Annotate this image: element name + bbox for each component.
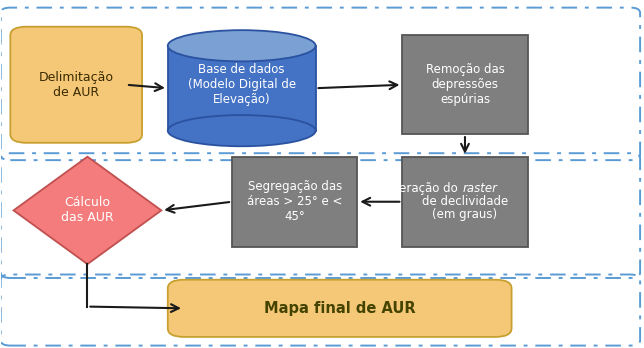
Ellipse shape	[168, 115, 316, 146]
Text: Base de dados
(Modelo Digital de
Elevação): Base de dados (Modelo Digital de Elevaçã…	[187, 63, 296, 106]
FancyBboxPatch shape	[168, 280, 511, 337]
Text: Remoção das
depressões
espúrias: Remoção das depressões espúrias	[426, 63, 504, 106]
Text: Mapa final de AUR: Mapa final de AUR	[264, 301, 415, 316]
Text: Delimitação
de AUR: Delimitação de AUR	[39, 71, 114, 99]
Polygon shape	[14, 157, 162, 264]
Bar	[232, 157, 357, 247]
Ellipse shape	[168, 30, 316, 61]
Text: raster: raster	[462, 182, 497, 195]
Text: Segregação das
áreas > 25° e <
45°: Segregação das áreas > 25° e < 45°	[247, 180, 343, 223]
Text: de declividade: de declividade	[422, 195, 508, 208]
Text: Geração do: Geração do	[390, 182, 462, 195]
Text: Geração do raster: Geração do raster	[412, 182, 518, 195]
Text: (em graus): (em graus)	[432, 208, 498, 221]
Bar	[402, 35, 527, 134]
Text: Cálculo
das AUR: Cálculo das AUR	[61, 196, 114, 224]
Bar	[402, 157, 527, 247]
FancyBboxPatch shape	[10, 27, 142, 143]
Bar	[168, 46, 316, 130]
